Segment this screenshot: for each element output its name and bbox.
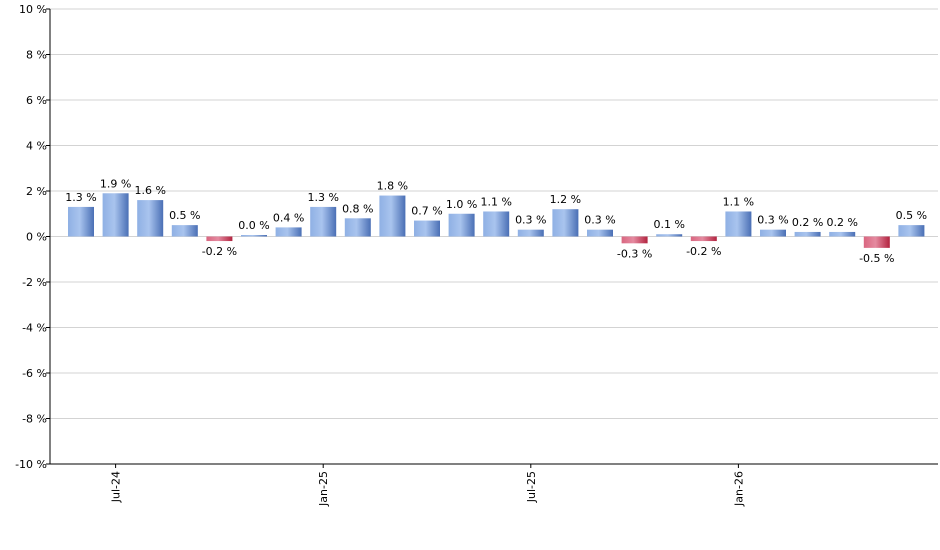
bar: [621, 236, 648, 244]
bar: [829, 231, 856, 237]
bar: [587, 229, 613, 237]
data-label: 1.9 %: [100, 177, 131, 190]
x-tick-label: Jan-26: [732, 471, 745, 507]
y-tick-label: -6 %: [22, 367, 47, 380]
y-tick-label: 8 %: [26, 49, 47, 62]
data-label: 0.5 %: [896, 209, 927, 222]
bar: [241, 235, 267, 237]
y-tick-label: -4 %: [22, 322, 47, 335]
y-tick-label: 2 %: [26, 185, 47, 198]
data-label: 0.7 %: [411, 205, 442, 218]
bar: [102, 193, 129, 237]
data-label: 0.2 %: [826, 216, 857, 229]
bar: [448, 213, 475, 237]
y-tick-label: -8 %: [22, 413, 47, 426]
bar: [137, 200, 164, 237]
bar: [690, 236, 717, 242]
x-tick-label: Jul-24: [110, 471, 123, 503]
y-axis-tick-labels: 10 % 8 % 6 % 4 % 2 % 0 % -2 % -4 % -6 % -8 % -10 %: [15, 3, 47, 471]
bar: [171, 225, 198, 237]
data-label: 0.8 %: [342, 202, 373, 215]
data-label: 1.1 %: [723, 195, 754, 208]
data-label: 0.3 %: [515, 214, 546, 227]
data-label: 0.4 %: [273, 211, 304, 224]
bar: [379, 195, 406, 237]
data-label: 1.6 %: [134, 184, 165, 197]
bar: [725, 211, 752, 237]
bar: [863, 236, 890, 248]
y-tick-label: 10 %: [19, 3, 47, 16]
y-tick-label: 6 %: [26, 94, 47, 107]
bar: [656, 234, 683, 237]
y-tick-label: -10 %: [15, 458, 47, 471]
axes: [49, 9, 938, 465]
bar: [760, 229, 786, 237]
x-tick-label: Jan-25: [317, 471, 330, 507]
data-label: 0.3 %: [584, 214, 615, 227]
data-label: 0.3 %: [757, 214, 788, 227]
data-label: -0.5 %: [859, 252, 894, 265]
bar: [68, 206, 94, 237]
data-label: 1.8 %: [377, 180, 408, 193]
bar: [275, 227, 302, 237]
bar: [517, 229, 544, 237]
bar: [552, 209, 579, 237]
x-tick-label: Jul-25: [525, 471, 538, 503]
data-label: 1.0 %: [446, 198, 477, 211]
y-tick-label: 4 %: [26, 140, 47, 153]
bar: [206, 236, 233, 242]
bar: [414, 220, 440, 237]
data-label: -0.2 %: [202, 245, 237, 258]
data-label: 0.1 %: [653, 218, 684, 231]
data-label: 0.5 %: [169, 209, 200, 222]
data-label: 1.3 %: [65, 191, 96, 204]
bar: [483, 211, 510, 237]
y-tick-label: -2 %: [22, 276, 47, 289]
data-label: 1.2 %: [550, 193, 581, 206]
y-tick-label: 0 %: [26, 231, 47, 244]
data-label: 1.1 %: [480, 195, 511, 208]
data-labels: 1.3 %1.9 %1.6 %0.5 %-0.2 %0.0 %0.4 %1.3 …: [65, 177, 927, 265]
data-label: -0.3 %: [617, 247, 652, 260]
bar: [344, 218, 371, 237]
data-label: 0.0 %: [238, 219, 269, 232]
bar: [310, 206, 337, 237]
data-label: 0.2 %: [792, 216, 823, 229]
x-axis-tick-labels: Jul-24 Jan-25 Jul-25 Jan-26: [110, 464, 745, 507]
data-label: 1.3 %: [307, 191, 338, 204]
data-label: -0.2 %: [686, 245, 721, 258]
bar: [898, 225, 925, 237]
bars: [68, 193, 925, 248]
bar: [794, 231, 821, 237]
